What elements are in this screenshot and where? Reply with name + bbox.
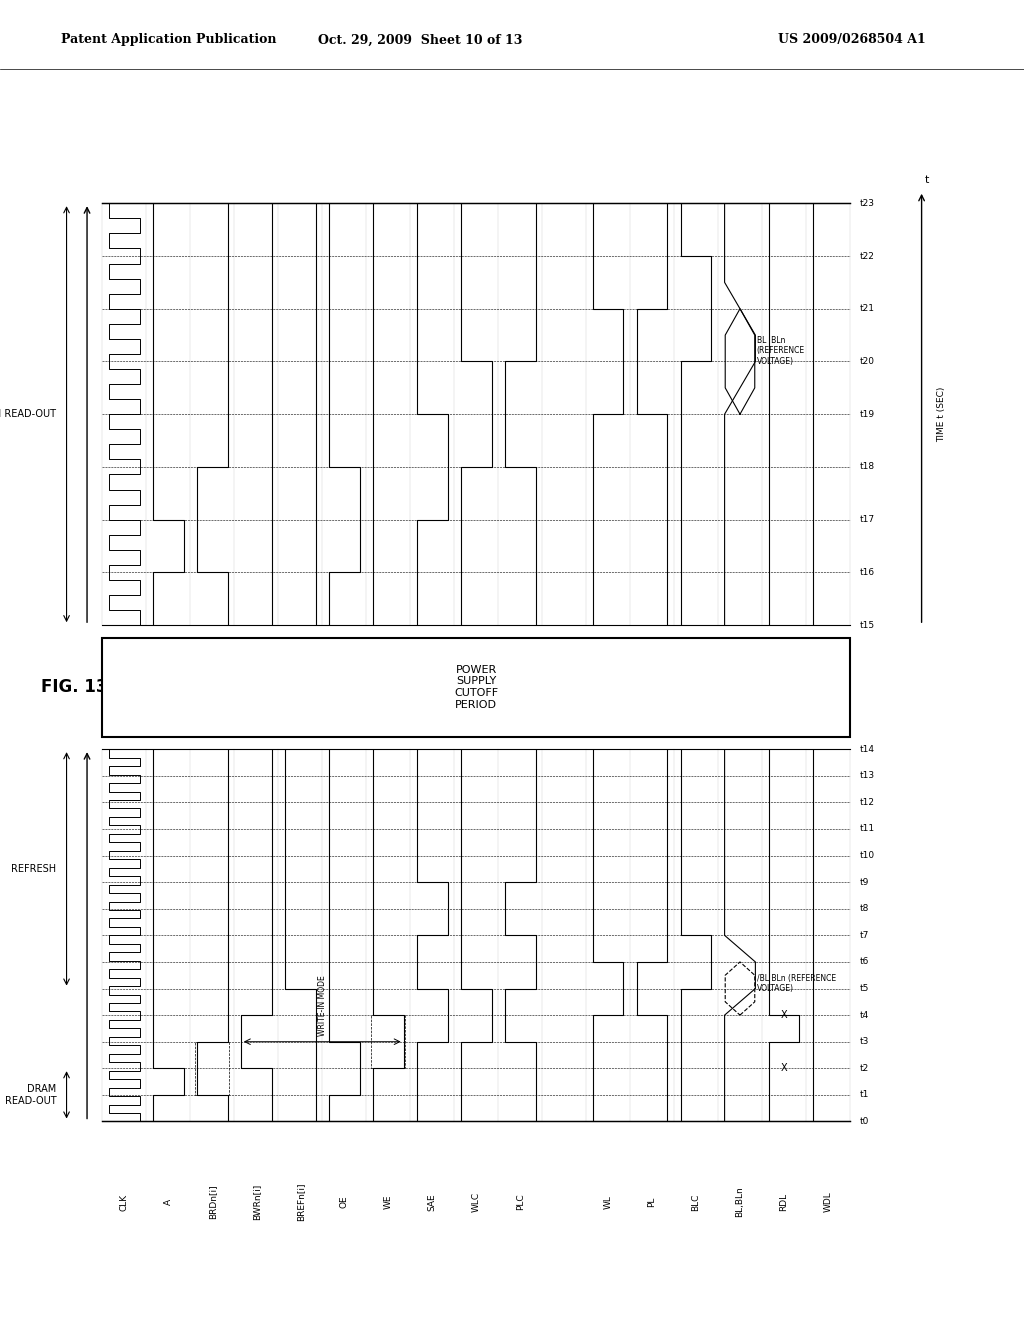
Text: t16: t16 xyxy=(860,568,876,577)
Text: PLC: PLC xyxy=(516,1193,524,1210)
Text: t12: t12 xyxy=(860,797,876,807)
Text: WL: WL xyxy=(603,1195,612,1209)
Text: CLK: CLK xyxy=(120,1193,129,1210)
Text: A: A xyxy=(164,1199,173,1205)
Text: BL  BLn
(REFERENCE
VOLTAGE): BL BLn (REFERENCE VOLTAGE) xyxy=(757,337,805,366)
Text: Oct. 29, 2009  Sheet 10 of 13: Oct. 29, 2009 Sheet 10 of 13 xyxy=(317,33,522,46)
Text: t23: t23 xyxy=(860,199,876,207)
Text: t4: t4 xyxy=(860,1011,869,1019)
Text: X: X xyxy=(780,1064,787,1073)
Text: Patent Application Publication: Patent Application Publication xyxy=(61,33,276,46)
Text: t14: t14 xyxy=(860,744,876,754)
Text: WDL: WDL xyxy=(823,1192,833,1213)
Text: BREFn[i]: BREFn[i] xyxy=(296,1183,305,1221)
Text: t20: t20 xyxy=(860,356,876,366)
Text: t17: t17 xyxy=(860,515,876,524)
Text: TIME t (SEC): TIME t (SEC) xyxy=(937,387,946,442)
Text: US 2009/0268504 A1: US 2009/0268504 A1 xyxy=(778,33,926,46)
Text: t2: t2 xyxy=(860,1064,869,1073)
Text: BLC: BLC xyxy=(691,1193,700,1210)
Text: X: X xyxy=(780,1010,787,1020)
Text: t6: t6 xyxy=(860,957,869,966)
Text: t: t xyxy=(925,174,929,185)
Text: t13: t13 xyxy=(860,771,876,780)
Text: REFRESH: REFRESH xyxy=(11,863,56,874)
Text: RDL: RDL xyxy=(779,1193,788,1212)
Text: /BL BLn (REFERENCE
VOLTAGE): /BL BLn (REFERENCE VOLTAGE) xyxy=(757,974,836,993)
Text: FRAM READ-OUT: FRAM READ-OUT xyxy=(0,409,56,420)
Text: WE: WE xyxy=(384,1195,393,1209)
Text: t7: t7 xyxy=(860,931,869,940)
Text: PL: PL xyxy=(647,1197,656,1208)
Text: BRDn[i]: BRDn[i] xyxy=(208,1185,217,1220)
Bar xyxy=(102,638,850,737)
Text: WLC: WLC xyxy=(472,1192,480,1212)
Text: t10: t10 xyxy=(860,851,876,861)
Text: WRITE-IN MODE: WRITE-IN MODE xyxy=(317,974,327,1035)
Text: t11: t11 xyxy=(860,825,876,833)
Text: t18: t18 xyxy=(860,462,876,471)
Text: BL,BLn: BL,BLn xyxy=(735,1187,744,1217)
Text: t8: t8 xyxy=(860,904,869,913)
Text: t9: t9 xyxy=(860,878,869,887)
Text: t0: t0 xyxy=(860,1117,869,1126)
Text: SAE: SAE xyxy=(428,1193,436,1210)
Text: OE: OE xyxy=(340,1196,349,1208)
Text: t21: t21 xyxy=(860,304,876,313)
Text: t22: t22 xyxy=(860,252,876,260)
Text: POWER
SUPPLY
CUTOFF
PERIOD: POWER SUPPLY CUTOFF PERIOD xyxy=(454,665,499,710)
Text: t19: t19 xyxy=(860,409,876,418)
Text: t1: t1 xyxy=(860,1090,869,1100)
Text: FIG. 13: FIG. 13 xyxy=(41,678,108,696)
Text: t3: t3 xyxy=(860,1038,869,1047)
Text: t5: t5 xyxy=(860,983,869,993)
Text: DRAM
READ-OUT: DRAM READ-OUT xyxy=(5,1084,56,1106)
Text: BWRn[i]: BWRn[i] xyxy=(252,1184,261,1220)
Text: t15: t15 xyxy=(860,620,876,630)
